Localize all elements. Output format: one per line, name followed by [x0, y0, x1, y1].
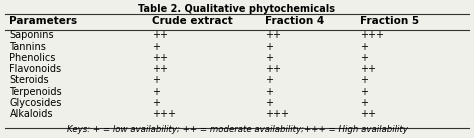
Text: ++: ++ [265, 64, 282, 74]
Text: +: + [360, 53, 368, 63]
Text: +++: +++ [152, 109, 176, 119]
Text: +: + [152, 42, 160, 51]
Text: +: + [152, 98, 160, 108]
Text: +: + [265, 75, 273, 85]
Text: Terpenoids: Terpenoids [9, 87, 62, 97]
Text: +: + [360, 87, 368, 97]
Text: Steroids: Steroids [9, 75, 49, 85]
Text: ++: ++ [152, 30, 168, 40]
Text: Saponins: Saponins [9, 30, 54, 40]
Text: +: + [360, 98, 368, 108]
Text: Flavonoids: Flavonoids [9, 64, 62, 74]
Text: ++: ++ [265, 30, 282, 40]
Text: Crude extract: Crude extract [152, 16, 232, 26]
Text: Fraction 4: Fraction 4 [265, 16, 325, 26]
Text: Parameters: Parameters [9, 16, 78, 26]
Text: +: + [152, 87, 160, 97]
Text: +++: +++ [265, 109, 290, 119]
Text: +: + [265, 53, 273, 63]
Text: Alkaloids: Alkaloids [9, 109, 53, 119]
Text: ++: ++ [152, 64, 168, 74]
Text: Fraction 5: Fraction 5 [360, 16, 419, 26]
Text: +++: +++ [360, 30, 384, 40]
Text: Phenolics: Phenolics [9, 53, 56, 63]
Text: +: + [265, 98, 273, 108]
Text: +: + [265, 42, 273, 51]
Text: +: + [360, 75, 368, 85]
Text: ++: ++ [152, 53, 168, 63]
Text: Keys: + = low availability; ++ = moderate availability;+++ = High availability: Keys: + = low availability; ++ = moderat… [66, 125, 408, 134]
Text: Table 2. Qualitative phytochemicals: Table 2. Qualitative phytochemicals [138, 4, 336, 14]
Text: +: + [265, 87, 273, 97]
Text: +: + [360, 42, 368, 51]
Text: +: + [152, 75, 160, 85]
Text: ++: ++ [360, 64, 376, 74]
Text: Glycosides: Glycosides [9, 98, 62, 108]
Text: ++: ++ [360, 109, 376, 119]
Text: Tannins: Tannins [9, 42, 46, 51]
